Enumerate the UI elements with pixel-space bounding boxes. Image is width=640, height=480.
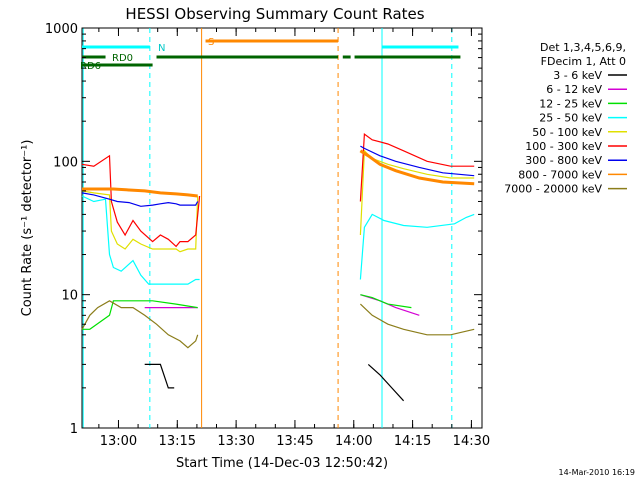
x-tick-label: 13:30 xyxy=(217,434,254,449)
series-line-9 xyxy=(81,300,475,349)
series-line-4 xyxy=(81,195,475,285)
y-tick-label: 100 xyxy=(53,155,78,170)
chart-title: HESSI Observing Summary Count Rates xyxy=(125,5,424,23)
x-tick-label: 14:15 xyxy=(394,434,431,449)
legend-label: 7000 - 20000 keV xyxy=(504,183,602,196)
series-line-3 xyxy=(82,294,412,330)
series-line-7 xyxy=(81,145,475,207)
n-annotation: N xyxy=(158,43,165,54)
series-layer xyxy=(81,132,475,402)
legend-header: FDecim 1, Att 0 xyxy=(541,55,626,68)
legend-label: 6 - 12 keV xyxy=(546,83,602,96)
x-tick-label: 13:45 xyxy=(276,434,313,449)
x-tick-label: 13:15 xyxy=(159,434,196,449)
series-line-8 xyxy=(82,149,475,198)
plot-border xyxy=(81,27,483,429)
footer-timestamp: 14-Mar-2010 16:19 xyxy=(559,468,636,477)
legend-header: Det 1,3,4,5,6,9, xyxy=(540,41,626,54)
x-tick-label: 14:00 xyxy=(335,434,372,449)
rd0-annotation: RD0 xyxy=(112,53,133,64)
legend: Det 1,3,4,5,6,9,FDecim 1, Att 03 - 6 keV… xyxy=(504,41,627,196)
y-tick-label: 10 xyxy=(61,289,78,304)
s-annotation: S xyxy=(208,37,214,48)
annotation-layer: N S RD0 RD6 xyxy=(80,28,461,428)
legend-label: 3 - 6 keV xyxy=(553,69,602,82)
rd6-annotation: RD6 xyxy=(80,61,101,72)
x-tick-label: 14:30 xyxy=(453,434,490,449)
legend-label: 100 - 300 keV xyxy=(525,140,602,153)
legend-label: 300 - 800 keV xyxy=(525,154,602,167)
y-axis-label: Count Rate (s⁻¹ detector⁻¹) xyxy=(20,140,35,317)
series-line-6 xyxy=(81,132,475,248)
x-axis-label: Start Time (14-Dec-03 12:50:42) xyxy=(176,456,388,471)
series-line-5 xyxy=(81,149,475,253)
y-tick-label: 1000 xyxy=(45,22,78,37)
legend-label: 12 - 25 keV xyxy=(539,97,602,110)
legend-label: 50 - 100 keV xyxy=(532,126,602,139)
series-line-1 xyxy=(144,363,405,402)
legend-label: 800 - 7000 keV xyxy=(518,168,602,181)
axes-layer: 1 10 100 1000 13:00 13:15 13:30 13:45 14:00 14:15… xyxy=(45,22,490,449)
legend-label: 25 - 50 keV xyxy=(539,112,602,125)
plot-frame xyxy=(81,27,483,429)
x-tick-label: 13:00 xyxy=(100,434,137,449)
series-line-2 xyxy=(144,294,420,316)
y-tick-label: 1 xyxy=(70,422,78,437)
